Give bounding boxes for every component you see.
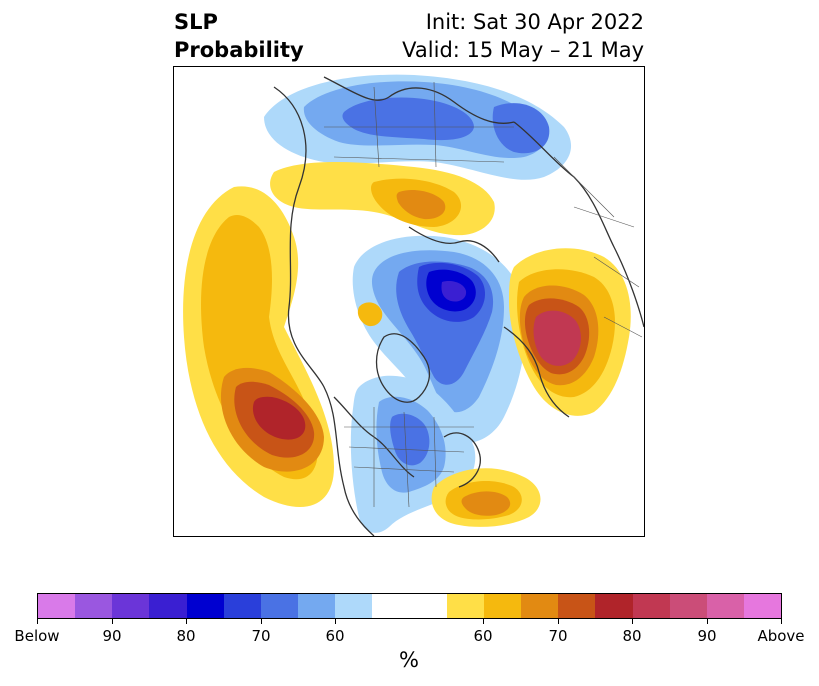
colorbar-tick-mark (632, 619, 633, 624)
colorbar-segment (521, 594, 559, 618)
colorbar-tick-mark (186, 619, 187, 624)
colorbar-segment (260, 594, 299, 618)
colorbar-tick-label: 90 (697, 627, 717, 645)
colorbar-segment (743, 594, 782, 618)
colorbar-tick-mark (483, 619, 484, 624)
colorbar-tick-mark (335, 619, 336, 624)
colorbar-segment (298, 594, 336, 618)
colorbar-segment (335, 594, 373, 618)
colorbar-tick-mark (37, 619, 38, 624)
above-normal-region-east-core3 (533, 310, 581, 366)
probability-field (183, 74, 644, 536)
colorbar-segment (558, 594, 596, 618)
colorbar-segment (149, 594, 187, 618)
colorbar-segment (595, 594, 633, 618)
colorbar-tick-label: 70 (251, 627, 271, 645)
title-line-probability: Probability (174, 38, 304, 62)
colorbar-tick-label: 80 (622, 627, 642, 645)
colorbar-segment (409, 594, 447, 618)
colorbar-segment (669, 594, 707, 618)
map-title: SLP Probability (174, 8, 304, 64)
colorbar-tick-mark (707, 619, 708, 624)
colorbar-tick-mark (558, 619, 559, 624)
below-normal-region-america-core (390, 413, 430, 466)
political-borders (324, 81, 643, 508)
colorbar-segment (446, 594, 484, 618)
coastlines (273, 76, 644, 536)
colorbar-tick-label: Above (757, 627, 805, 645)
colorbar-segment (75, 594, 113, 618)
colorbar-segment (706, 594, 744, 618)
colorbar-unit-label: % (399, 648, 419, 672)
colorbar-tick-label: 60 (473, 627, 493, 645)
init-date: Init: Sat 30 Apr 2022 (425, 10, 644, 34)
colorbar-tick-label: Below (14, 627, 60, 645)
colorbar-segment (483, 594, 522, 618)
above-normal-region-atlantic-core2 (461, 491, 511, 516)
colorbar-segment (372, 594, 410, 618)
valid-range: Valid: 15 May – 21 May (402, 38, 644, 62)
colorbar-segment (632, 594, 670, 618)
above-normal-region-pacific-core3 (252, 396, 306, 440)
polar-map (173, 66, 645, 537)
colorbar-tick-label: 80 (176, 627, 196, 645)
colorbar-tick-label: 70 (548, 627, 568, 645)
above-normal-region-arctic-core2 (396, 190, 446, 220)
above-normal-spot-center (357, 302, 383, 327)
colorbar-tick-label: 60 (325, 627, 345, 645)
colorbar-segment (186, 594, 224, 618)
colorbar-tick-mark (112, 619, 113, 624)
colorbar-tick-mark (781, 619, 782, 624)
below-normal-region-arctic-core3 (441, 281, 467, 302)
colorbar-tick-mark (261, 619, 262, 624)
probability-colorbar (37, 593, 782, 619)
colorbar-segment (112, 594, 150, 618)
title-line-slp: SLP (174, 10, 218, 34)
colorbar-segment (38, 594, 76, 618)
colorbar-segment (223, 594, 261, 618)
forecast-dates: Init: Sat 30 Apr 2022 Valid: 15 May – 21… (402, 8, 644, 64)
colorbar-tick-label: 90 (102, 627, 122, 645)
